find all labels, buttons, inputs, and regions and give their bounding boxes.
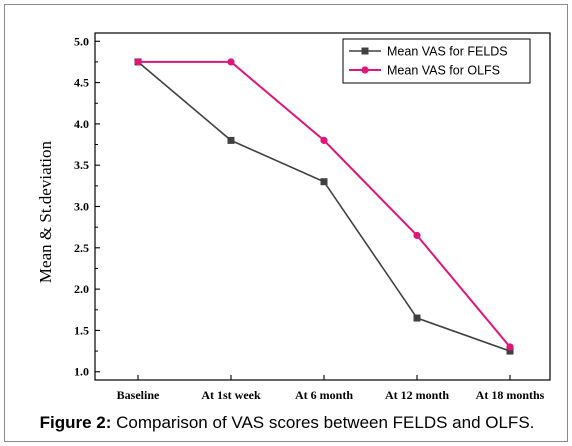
line-chart: 1.0 1.5 2.0 2.5 3.0 3.5 4.0 4.5 5.0 Baseline At 1s…: [5, 5, 551, 402]
series-1-point: [320, 178, 328, 186]
y-tick-label: 3.5: [74, 158, 89, 172]
legend-marker-2: [361, 66, 369, 74]
y-tick-label: 2.5: [74, 241, 89, 255]
plot-frame: [94, 32, 551, 381]
x-tick-label: At 6 month: [295, 388, 353, 402]
x-tick-label: Baseline: [117, 388, 160, 402]
y-tick-label: 3.0: [74, 200, 89, 214]
y-tick-label: 4.0: [74, 117, 89, 131]
series-2-point: [134, 58, 142, 66]
caption-label: Figure 2:: [39, 413, 112, 432]
y-tick-spacer: [5, 5, 95, 114]
y-tick-spacer: [5, 5, 95, 31]
y-tick-label: 5.0: [74, 34, 89, 48]
y-tick-label: 4.5: [74, 76, 89, 90]
legend-label-2: Mean VAS for OLFS: [387, 64, 500, 78]
series-1-point: [413, 314, 421, 322]
figure-caption: Figure 2: Comparison of VAS scores betwe…: [5, 413, 569, 433]
y-axis-label: Mean & St.deviation: [36, 140, 55, 283]
x-tick-label: At 1st week: [201, 388, 261, 402]
legend-label-1: Mean VAS for FELDS: [387, 45, 508, 59]
series-1-point: [227, 136, 235, 144]
chart-legend: Mean VAS for FELDS Mean VAS for OLFS: [342, 38, 531, 84]
x-tick-label: At 18 months: [476, 388, 545, 402]
caption-text: Comparison of VAS scores between FELDS a…: [111, 413, 535, 432]
series-line-2: [138, 60, 511, 348]
y-tick-label: 1.0: [74, 365, 89, 379]
figure-panel: 1.0 1.5 2.0 2.5 3.0 3.5 4.0 4.5 5.0 Baseline At 1s…: [4, 4, 568, 442]
y-tick-label: 2.0: [74, 282, 89, 296]
series-2-point: [227, 58, 235, 66]
series-2-point: [506, 343, 514, 351]
x-tick-label: At 12 month: [385, 388, 449, 402]
legend-marker-1: [361, 47, 369, 55]
series-2-point: [413, 231, 421, 240]
series-line-1: [137, 61, 511, 352]
series-1-point: [506, 347, 514, 355]
y-tick-label: 1.5: [74, 323, 89, 337]
series-2-point: [320, 136, 328, 145]
legend-box: [342, 38, 531, 84]
